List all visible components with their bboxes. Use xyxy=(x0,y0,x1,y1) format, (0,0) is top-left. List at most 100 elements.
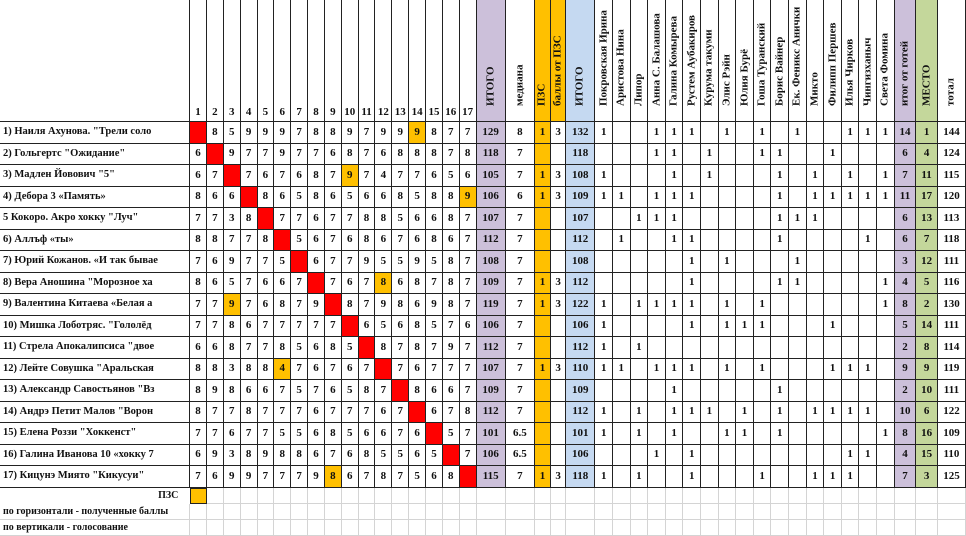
vote-cell xyxy=(665,337,684,359)
vote-cell: 1 xyxy=(630,294,649,316)
score-cell: 7 xyxy=(240,251,258,273)
vote-cell xyxy=(824,337,842,359)
vote-cell xyxy=(877,315,895,337)
vote-cell: 1 xyxy=(841,165,860,187)
vote-cell: 1 xyxy=(841,122,860,144)
vote-cell xyxy=(736,186,754,208)
itog-got-cell: 9 xyxy=(894,358,917,380)
pzs-cell xyxy=(534,337,552,359)
score-cell: 7 xyxy=(341,401,359,423)
score-cell: 6 xyxy=(308,251,325,273)
vote-cell xyxy=(701,466,719,488)
score-cell: 6 xyxy=(308,358,325,380)
voter-header-text: Покровская Ирина xyxy=(597,10,610,106)
score-cell: 9 xyxy=(223,466,241,488)
vote-cell: 1 xyxy=(877,165,895,187)
empty-grid-cell xyxy=(894,503,917,520)
vote-cell xyxy=(718,466,737,488)
score-cell: 9 xyxy=(308,294,325,316)
vote-cell: 1 xyxy=(877,272,895,294)
vote-cell xyxy=(824,272,842,294)
total-cell: 110 xyxy=(937,444,966,466)
empty-grid-cell xyxy=(718,487,737,504)
itogo-header-text: ИТОГО xyxy=(484,66,497,106)
score-cell: 7 xyxy=(392,401,410,423)
vote-cell xyxy=(595,251,613,273)
itogo2-header-text: ИТОГО xyxy=(573,66,586,106)
score-cell: 6 xyxy=(426,466,443,488)
total-cell: 130 xyxy=(937,294,966,316)
voter-header: Микто xyxy=(806,0,825,122)
vote-cell: 1 xyxy=(789,251,807,273)
vote-cell xyxy=(806,143,825,165)
score-cell: 7 xyxy=(358,122,376,144)
mediana-cell: 7 xyxy=(505,294,535,316)
vote-cell xyxy=(753,186,772,208)
score-cell: 6 xyxy=(324,186,342,208)
vote-cell xyxy=(701,229,719,251)
empty-grid-cell xyxy=(753,519,772,536)
vote-cell xyxy=(789,229,807,251)
vote-cell: 1 xyxy=(683,229,702,251)
empty-grid-cell xyxy=(648,487,666,504)
score-cell: 7 xyxy=(459,358,477,380)
score-cell: 8 xyxy=(358,229,376,251)
itogo-cell: 101 xyxy=(476,423,506,445)
empty-grid-cell xyxy=(223,519,241,536)
score-cell: 6 xyxy=(442,229,460,251)
bally-cell: 3 xyxy=(551,358,567,380)
vote-cell xyxy=(648,337,666,359)
score-cell: 5 xyxy=(291,229,309,251)
score-cell: 6 xyxy=(341,358,359,380)
score-cell: 7 xyxy=(442,122,460,144)
score-cell: 8 xyxy=(190,229,207,251)
vote-cell xyxy=(701,337,719,359)
self-score-cell xyxy=(240,186,258,208)
empty-grid-cell xyxy=(566,487,596,504)
empty-grid-cell xyxy=(916,487,938,504)
score-cell: 8 xyxy=(308,122,325,144)
score-cell: 8 xyxy=(409,272,426,294)
score-cell: 6 xyxy=(426,401,443,423)
vote-cell: 1 xyxy=(595,423,613,445)
vote-cell xyxy=(841,294,860,316)
mesto-cell: 8 xyxy=(916,337,938,359)
score-cell: 5 xyxy=(426,251,443,273)
score-cell: 7 xyxy=(308,380,325,402)
vote-cell: 1 xyxy=(736,401,754,423)
empty-grid-cell xyxy=(753,503,772,520)
participant-name: 9) Валентина Китаева «Белая а xyxy=(0,294,191,316)
judge-number-header: 13 xyxy=(392,0,410,122)
vote-cell xyxy=(665,466,684,488)
score-cell: 7 xyxy=(392,337,410,359)
score-cell: 8 xyxy=(308,186,325,208)
score-cell: 6 xyxy=(341,444,359,466)
vote-cell xyxy=(789,466,807,488)
empty-grid-cell xyxy=(859,487,878,504)
score-cell: 7 xyxy=(240,337,258,359)
score-cell: 8 xyxy=(392,143,410,165)
score-cell: 7 xyxy=(308,143,325,165)
score-cell: 6 xyxy=(324,380,342,402)
vote-cell xyxy=(718,380,737,402)
pzs-cell: 1 xyxy=(534,122,552,144)
score-cell: 6 xyxy=(308,337,325,359)
itogo2-cell: 110 xyxy=(566,358,596,380)
vote-cell: 1 xyxy=(683,272,702,294)
mediana-header-text: медиана xyxy=(513,64,526,106)
empty-grid-cell xyxy=(683,487,702,504)
voter-header-text: Борис Вайнер xyxy=(773,36,786,106)
score-cell: 8 xyxy=(206,358,224,380)
score-cell: 7 xyxy=(426,358,443,380)
empty-grid-cell xyxy=(701,487,719,504)
empty-grid-cell xyxy=(190,519,207,536)
empty-grid-cell xyxy=(937,519,966,536)
vote-cell xyxy=(753,251,772,273)
score-cell: 7 xyxy=(240,423,258,445)
score-cell: 8 xyxy=(341,294,359,316)
self-score-cell xyxy=(324,294,342,316)
score-cell: 6 xyxy=(206,251,224,273)
vote-cell xyxy=(806,251,825,273)
score-cell: 8 xyxy=(392,186,410,208)
